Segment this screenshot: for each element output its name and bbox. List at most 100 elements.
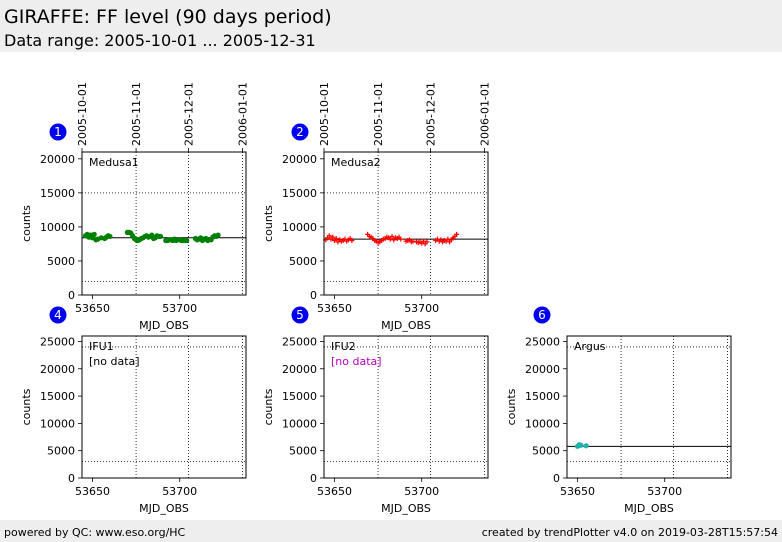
y-tick-label: 0 bbox=[68, 472, 75, 485]
footer: powered by QC: www.eso.org/HC created by… bbox=[0, 520, 782, 542]
y-tick-label: 5000 bbox=[532, 445, 560, 458]
y-tick-label: 10000 bbox=[40, 221, 75, 234]
panel-5: 0 5000 10000 15000 20000 25000 53650 53700 MJD_O… bbox=[262, 306, 489, 515]
panel-label: IFU2 bbox=[331, 340, 356, 353]
plot-frame bbox=[81, 151, 247, 296]
y-axis-label: counts bbox=[505, 388, 518, 425]
x-axis-label: MJD_OBS bbox=[381, 502, 431, 515]
date-tick-label: 2006-01-01 bbox=[237, 82, 250, 146]
x-tick-label: 53650 bbox=[75, 485, 110, 498]
panel-4: 0 5000 10000 15000 20000 25000 53650 53700 MJD_O… bbox=[20, 306, 247, 515]
no-data-label: [no data] bbox=[89, 355, 140, 368]
data-point bbox=[157, 233, 164, 240]
date-tick-label: 2005-11-01 bbox=[130, 82, 143, 146]
x-tick-label: 53700 bbox=[404, 485, 439, 498]
panel-number-badge bbox=[533, 306, 551, 324]
y-tick-label: 25000 bbox=[282, 335, 317, 348]
panel-label: Argus bbox=[574, 340, 606, 353]
panel-2: 2005-10-01 2005-11-01 2005-12-01 2006-01-01… bbox=[262, 82, 492, 332]
date-tick-label: 2006-01-01 bbox=[479, 82, 492, 146]
y-axis-label: counts bbox=[262, 388, 275, 425]
footer-powered-by: powered by QC: www.eso.org/HC bbox=[4, 526, 186, 539]
x-axis-label: MJD_OBS bbox=[381, 319, 431, 332]
panel-label: IFU1 bbox=[89, 340, 114, 353]
x-tick-label: 53700 bbox=[162, 302, 197, 315]
no-data-label: [no data] bbox=[331, 355, 382, 368]
data-point bbox=[454, 231, 460, 237]
y-tick-label: 20000 bbox=[282, 153, 317, 166]
x-axis-label: MJD_OBS bbox=[624, 502, 674, 515]
y-tick-label: 0 bbox=[310, 289, 317, 302]
panel-number-badge bbox=[291, 306, 309, 324]
y-axis-label: counts bbox=[262, 205, 275, 242]
y-axis-label: counts bbox=[20, 388, 33, 425]
footer-created-by: created by trendPlotter v4.0 on 2019-03-… bbox=[481, 526, 778, 539]
y-tick-label: 5000 bbox=[47, 255, 75, 268]
date-tick-label: 2005-10-01 bbox=[318, 82, 331, 146]
data-point bbox=[387, 236, 393, 242]
y-tick-label: 10000 bbox=[525, 417, 560, 430]
page-title: GIRAFFE: FF level (90 days period) bbox=[4, 6, 332, 28]
plot-frame bbox=[81, 335, 247, 479]
date-tick-label: 2005-10-01 bbox=[76, 82, 89, 146]
x-axis-label: MJD_OBS bbox=[139, 502, 189, 515]
y-tick-label: 15000 bbox=[282, 390, 317, 403]
data-point bbox=[333, 235, 339, 241]
date-tick-label: 2005-11-01 bbox=[372, 82, 385, 146]
data-point bbox=[410, 238, 416, 244]
y-tick-label: 15000 bbox=[40, 390, 75, 403]
y-tick-label: 20000 bbox=[40, 363, 75, 376]
page-subtitle: Data range: 2005-10-01 ... 2005-12-31 bbox=[4, 31, 316, 50]
y-tick-label: 10000 bbox=[40, 417, 75, 430]
panel-label: Medusa1 bbox=[89, 156, 139, 169]
panel-number-badge bbox=[49, 306, 67, 324]
y-tick-label: 20000 bbox=[525, 363, 560, 376]
data-point bbox=[349, 238, 355, 244]
y-axis-label: counts bbox=[20, 205, 33, 242]
plot-frame bbox=[323, 335, 489, 479]
panel-number: 4 bbox=[54, 308, 62, 322]
data-point bbox=[184, 237, 190, 244]
y-tick-label: 25000 bbox=[40, 335, 75, 348]
y-tick-label: 25000 bbox=[525, 335, 560, 348]
y-tick-label: 15000 bbox=[525, 390, 560, 403]
header: GIRAFFE: FF level (90 days period) Data … bbox=[0, 0, 782, 52]
x-tick-label: 53700 bbox=[162, 485, 197, 498]
panel-1: 2005-10-01 2005-11-01 2005-12-01 2006-01-01… bbox=[20, 82, 250, 332]
date-tick-label: 2005-12-01 bbox=[424, 82, 437, 146]
y-tick-label: 0 bbox=[310, 472, 317, 485]
panel-number: 6 bbox=[538, 308, 546, 322]
data-point bbox=[398, 236, 404, 242]
x-tick-label: 53650 bbox=[75, 302, 110, 315]
data-point bbox=[389, 233, 395, 239]
plot-frame bbox=[566, 335, 732, 479]
data-point bbox=[578, 442, 584, 448]
x-tick-label: 53700 bbox=[404, 302, 439, 315]
data-point bbox=[107, 233, 113, 240]
y-tick-label: 10000 bbox=[282, 221, 317, 234]
data-point bbox=[91, 231, 97, 237]
plot-frame bbox=[323, 151, 489, 296]
panel-number-badge bbox=[49, 123, 67, 141]
panel-label: Medusa2 bbox=[331, 156, 381, 169]
panel-number-badge bbox=[291, 123, 309, 141]
x-tick-label: 53700 bbox=[647, 485, 682, 498]
data-point bbox=[215, 232, 221, 238]
y-tick-label: 15000 bbox=[282, 187, 317, 200]
x-tick-label: 53650 bbox=[317, 485, 352, 498]
panel-number: 5 bbox=[296, 308, 304, 322]
y-tick-label: 5000 bbox=[289, 445, 317, 458]
y-tick-label: 10000 bbox=[282, 417, 317, 430]
data-point bbox=[330, 234, 336, 240]
y-tick-label: 20000 bbox=[282, 363, 317, 376]
y-tick-label: 0 bbox=[68, 289, 75, 302]
data-point bbox=[445, 236, 451, 242]
data-point bbox=[326, 233, 332, 239]
panel-6: 0 5000 10000 15000 20000 25000 53650 53700 MJD_O… bbox=[505, 306, 732, 515]
y-tick-label: 15000 bbox=[40, 187, 75, 200]
y-tick-label: 20000 bbox=[40, 153, 75, 166]
panel-number: 1 bbox=[54, 125, 62, 139]
x-tick-label: 53650 bbox=[317, 302, 352, 315]
panel-number: 2 bbox=[296, 125, 304, 139]
